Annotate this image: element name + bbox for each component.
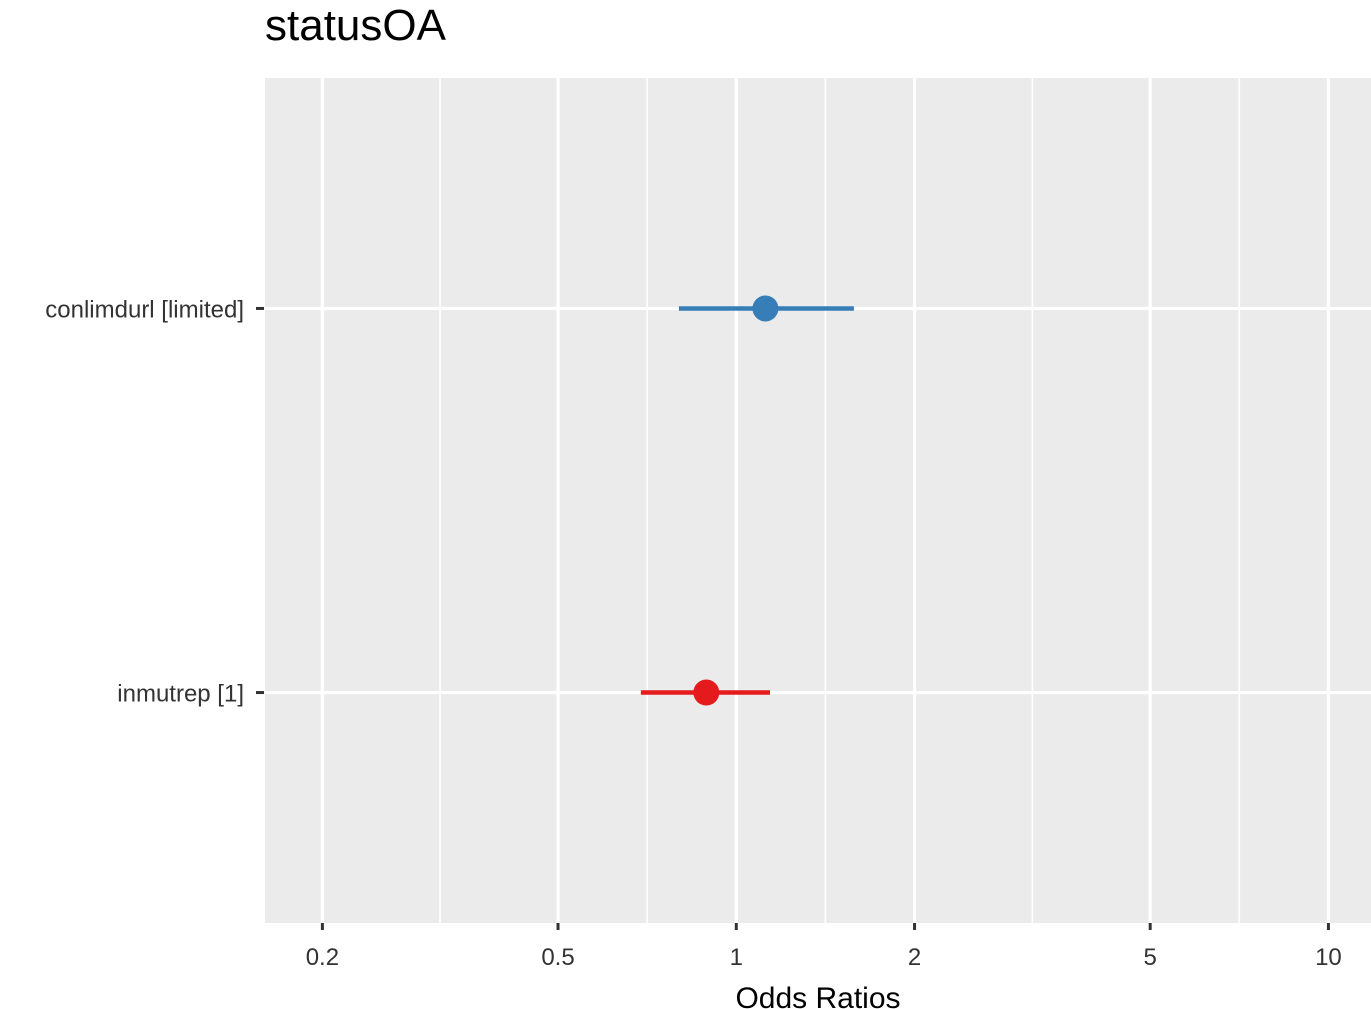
y-axis: conlimdurl [limited] inmutrep [1] xyxy=(45,296,264,708)
estimate-point-0 xyxy=(752,295,779,322)
x-axis-title: Odds Ratios xyxy=(735,982,900,1009)
x-axis: 0.2 0.5 1 2 5 10 xyxy=(306,923,1342,971)
y-tick-label-0: conlimdurl [limited] xyxy=(45,296,244,323)
plot-panel xyxy=(265,78,1371,923)
estimate-point-1 xyxy=(693,679,720,706)
x-tick-label-5: 10 xyxy=(1315,944,1342,971)
y-tick-label-1: inmutrep [1] xyxy=(117,681,244,708)
x-tick-label-3: 2 xyxy=(908,944,921,971)
minor-gridlines xyxy=(439,78,1241,923)
x-tick-label-1: 0.5 xyxy=(541,944,574,971)
x-tick-label-4: 5 xyxy=(1143,944,1156,971)
x-tick-label-2: 1 xyxy=(730,944,743,971)
estimates xyxy=(640,295,854,706)
x-tick-label-0: 0.2 xyxy=(306,944,339,971)
chart-title: statusOA xyxy=(265,1,447,50)
major-gridlines xyxy=(320,78,1331,923)
